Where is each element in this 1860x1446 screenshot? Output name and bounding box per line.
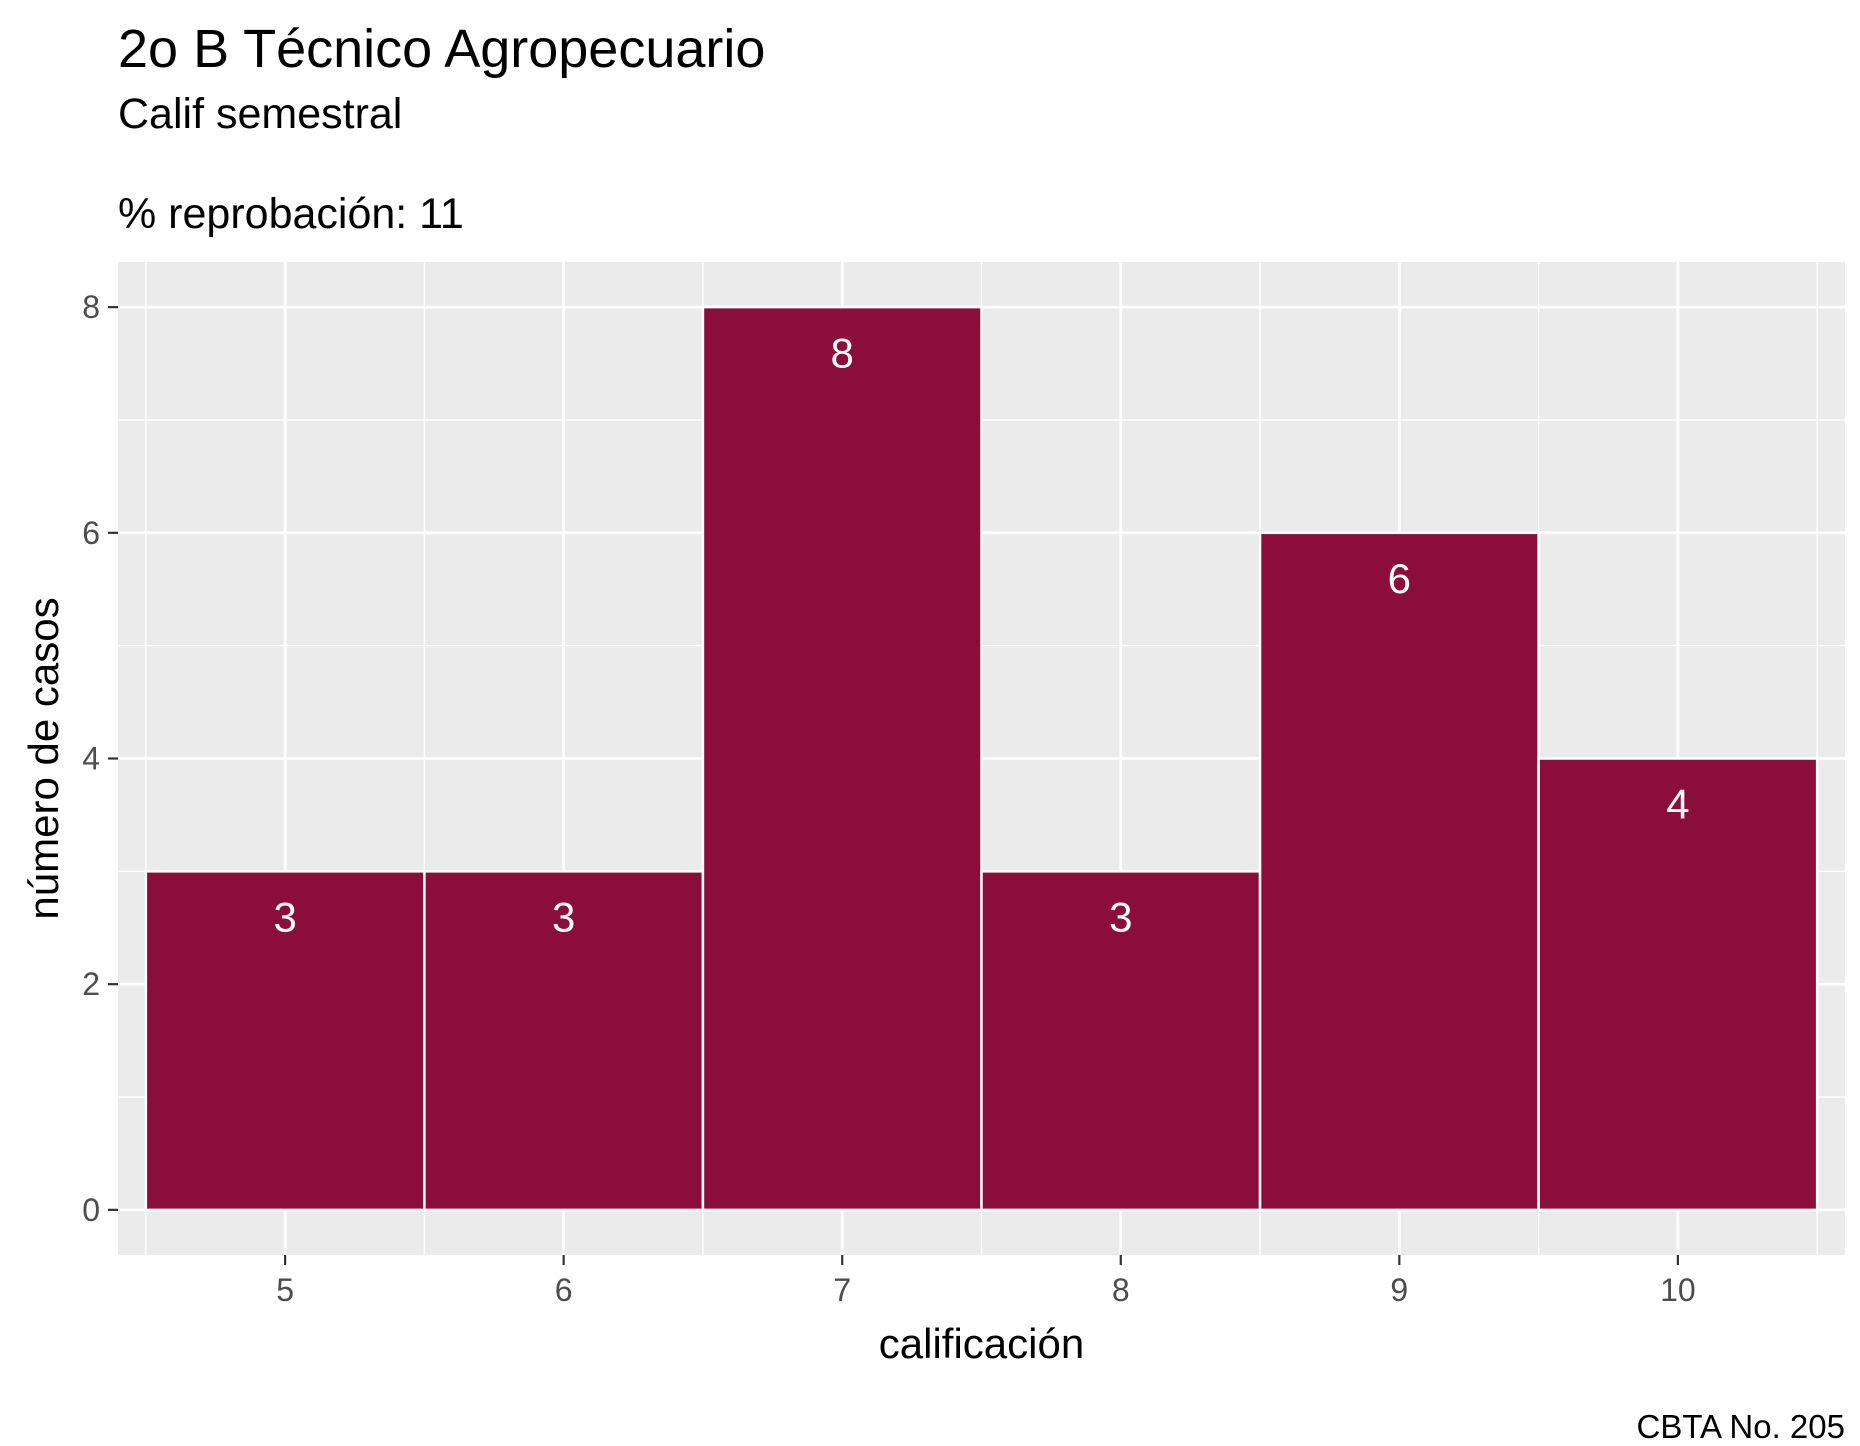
x-tick-label: 10 bbox=[1660, 1272, 1696, 1308]
y-tick-label: 0 bbox=[82, 1192, 100, 1228]
y-tick-label: 2 bbox=[82, 966, 100, 1002]
bar-label: 3 bbox=[273, 893, 296, 940]
y-tick-label: 4 bbox=[82, 741, 100, 777]
x-tick-label: 7 bbox=[833, 1272, 851, 1308]
bar-labels: 3 3 8 3 6 4 bbox=[273, 329, 1689, 940]
bar-label: 3 bbox=[552, 893, 575, 940]
bar-label: 4 bbox=[1666, 781, 1689, 828]
x-axis: 5 6 7 8 9 10 bbox=[276, 1255, 1696, 1308]
x-tick-label: 8 bbox=[1112, 1272, 1130, 1308]
y-tick-label: 6 bbox=[82, 515, 100, 551]
failure-rate-note: % reprobación: 11 bbox=[118, 190, 464, 238]
x-tick-label: 5 bbox=[276, 1272, 294, 1308]
bar-7 bbox=[701, 305, 983, 1212]
bar-9 bbox=[1258, 531, 1540, 1212]
x-axis-title: calificación bbox=[879, 1320, 1084, 1367]
chart-title: 2o B Técnico Agropecuario bbox=[118, 19, 766, 79]
x-tick-label: 6 bbox=[555, 1272, 573, 1308]
chart-caption: CBTA No. 205 bbox=[1636, 1408, 1846, 1445]
x-tick-label: 9 bbox=[1390, 1272, 1408, 1308]
y-tick-label: 8 bbox=[82, 289, 100, 325]
bar-10 bbox=[1537, 757, 1819, 1212]
bar-label: 8 bbox=[831, 329, 854, 376]
bar-label: 6 bbox=[1388, 555, 1411, 602]
bar-5 bbox=[144, 870, 426, 1212]
bar-6 bbox=[423, 870, 705, 1212]
bar-label: 3 bbox=[1109, 893, 1132, 940]
y-axis-title: número de casos bbox=[20, 597, 67, 919]
chart-subtitle: Calif semestral bbox=[118, 90, 403, 138]
y-axis: 0 2 4 6 8 bbox=[82, 289, 118, 1228]
bars bbox=[144, 305, 1819, 1212]
